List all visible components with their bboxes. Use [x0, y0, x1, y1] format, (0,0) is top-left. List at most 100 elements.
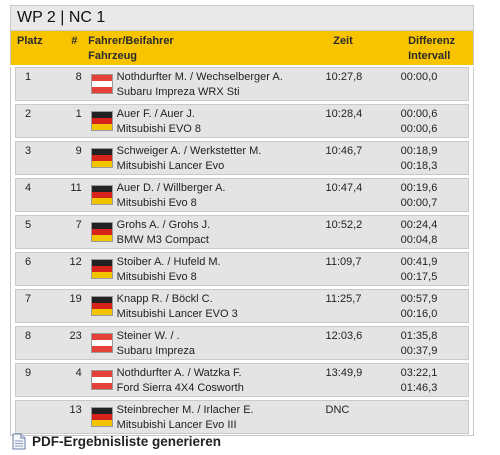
row-intervall: 00:37,9: [400, 345, 438, 357]
row-platz: 5: [25, 219, 32, 231]
row-intervall: 00:16,0: [400, 308, 438, 320]
de-flag-icon: [91, 111, 114, 131]
row-diff-cell: 00:57,9 00:16,0: [401, 290, 468, 322]
row-car: Mitsubishi Lancer Evo III: [116, 419, 237, 431]
row-diff-cell: 00:18,9 00:18,3: [401, 142, 468, 174]
row-nr: 7: [75, 219, 82, 231]
document-icon: [12, 433, 26, 450]
row-zeit: 10:47,4: [325, 182, 363, 194]
row-platz: 7: [25, 293, 32, 305]
row-platz: 9: [25, 367, 32, 379]
de-flag-icon: [91, 259, 114, 279]
row-zeit: 13:49,9: [325, 367, 363, 379]
row-diff-cell: 00:19,6 00:00,7: [401, 179, 468, 211]
row-zeit: 12:03,6: [325, 330, 363, 342]
row-differenz: 00:57,9: [400, 293, 438, 305]
row-car: BMW M3 Compact: [116, 234, 209, 246]
row-differenz: 00:19,6: [400, 182, 438, 194]
row-crew-cell: Nothdurfter M. / Wechselberger A. Subaru …: [117, 68, 326, 100]
at-flag-icon: [91, 333, 114, 353]
row-platz: 6: [25, 256, 32, 268]
row-zeit: 10:52,2: [325, 219, 363, 231]
row-flag-cell: [88, 142, 117, 174]
row-flag-cell: [88, 253, 117, 285]
row-intervall: 01:46,3: [400, 382, 438, 394]
header-zeit: Zeit: [333, 35, 353, 47]
table-row: 6 12 Stoiber A. / Hufeld M. Mitsubishi Evo …: [15, 252, 469, 286]
row-nr: 23: [69, 330, 82, 342]
header-platz: Platz: [17, 35, 43, 47]
row-crew: Nothdurfter M. / Wechselberger A.: [116, 71, 283, 83]
row-diff-cell: 01:35,8 00:37,9: [401, 327, 468, 359]
row-platz: 4: [25, 182, 32, 194]
row-differenz: 00:00,6: [400, 108, 438, 120]
row-diff-cell: 00:24,4 00:04,8: [401, 216, 468, 248]
row-nr: 11: [70, 182, 82, 194]
row-platz: [16, 401, 55, 433]
row-crew: Stoiber A. / Hufeld M.: [116, 256, 221, 268]
row-crew: Schweiger A. / Werkstetter M.: [116, 145, 262, 157]
table-row: 13 Steinbrecher M. / Irlacher E. Mitsubish…: [15, 400, 469, 434]
row-intervall: 00:17,5: [400, 271, 438, 283]
row-differenz: 00:00,0: [400, 71, 438, 83]
row-zeit: 11:25,7: [325, 293, 362, 305]
row-diff-cell: 00:41,9 00:17,5: [401, 253, 468, 285]
row-crew-cell: Stoiber A. / Hufeld M. Mitsubishi Evo 8: [117, 253, 326, 285]
table-row: 2 1 Auer F. / Auer J. Mitsubishi EVO 8 10:28…: [15, 104, 469, 138]
de-flag-icon: [91, 296, 114, 316]
de-flag-icon: [91, 222, 114, 242]
row-platz: 8: [25, 330, 32, 342]
row-zeit: 10:27,8: [325, 71, 363, 83]
table-row: 1 8 Nothdurfter M. / Wechselberger A. Subar…: [15, 67, 469, 101]
row-crew: Knapp R. / Böckl C.: [116, 293, 213, 305]
pdf-link-label: PDF-Ergebnisliste generieren: [32, 434, 222, 449]
table-row: 7 19 Knapp R. / Böckl C. Mitsubishi Lancer …: [15, 289, 469, 323]
row-crew-cell: Schweiger A. / Werkstetter M. Mitsubishi …: [117, 142, 326, 174]
results-table-body: 1 8 Nothdurfter M. / Wechselberger A. Subar…: [10, 67, 474, 436]
row-flag-cell: [88, 179, 117, 211]
row-car: Mitsubishi Lancer EVO 3: [116, 308, 238, 320]
row-car: Subaru Impreza: [116, 345, 195, 357]
pdf-generate-link[interactable]: PDF-Ergebnisliste generieren: [12, 433, 221, 450]
header-nr: #: [71, 35, 78, 47]
table-row: 8 23 Steiner W. / . Subaru Impreza 12:03,6 01…: [15, 326, 469, 360]
row-crew-cell: Knapp R. / Böckl C. Mitsubishi Lancer EVO…: [117, 290, 326, 322]
row-crew: Auer D. / Willberger A.: [116, 182, 226, 194]
row-differenz: 00:18,9: [400, 145, 438, 157]
row-differenz: 00:41,9: [400, 256, 438, 268]
row-crew: Grohs A. / Grohs J.: [116, 219, 211, 231]
table-row: 3 9 Schweiger A. / Werkstetter M. Mitsubish…: [15, 141, 469, 175]
table-row: 5 7 Grohs A. / Grohs J. BMW M3 Compact 10:52…: [15, 215, 469, 249]
results-panel: WP 2 | NC 1 Platz # Fahrer/Beifahrer Fah…: [10, 5, 474, 436]
row-intervall: 00:00,6: [400, 123, 438, 135]
table-row: 4 11 Auer D. / Willberger A. Mitsubishi Evo…: [15, 178, 469, 212]
row-differenz: 03:22,1: [400, 367, 438, 379]
row-flag-cell: [88, 216, 117, 248]
at-flag-icon: [91, 74, 114, 94]
row-car: Mitsubishi EVO 8: [116, 123, 202, 135]
row-zeit: DNC: [325, 404, 350, 416]
row-differenz: 00:24,4: [400, 219, 438, 231]
row-flag-cell: [88, 364, 117, 396]
row-diff-cell: [401, 401, 468, 433]
header-differenz: Differenz Intervall: [404, 31, 473, 65]
row-crew-cell: Nothdurfter A. / Watzka F. Ford Sierra 4X…: [117, 364, 326, 396]
stage-title: WP 2 | NC 1: [10, 5, 474, 31]
row-nr: 1: [75, 108, 82, 120]
row-zeit: 10:28,4: [325, 108, 363, 120]
row-nr: 12: [69, 256, 82, 268]
row-diff-cell: 00:00,0: [401, 68, 468, 100]
de-flag-icon: [91, 407, 114, 427]
header-fahrer-label: Fahrer/Beifahrer: [88, 35, 174, 47]
row-diff-cell: 00:00,6 00:00,6: [401, 105, 468, 137]
row-intervall: 00:04,8: [400, 234, 438, 246]
row-car: Mitsubishi Evo 8: [116, 197, 197, 209]
row-crew-cell: Auer D. / Willberger A. Mitsubishi Evo 8: [117, 179, 326, 211]
row-nr: 4: [75, 367, 82, 379]
row-crew: Steiner W. / .: [116, 330, 180, 342]
row-nr: 19: [69, 293, 82, 305]
row-car: Mitsubishi Evo 8: [116, 271, 197, 283]
row-car: Ford Sierra 4X4 Cosworth: [116, 382, 244, 394]
header-differenz-label: Differenz: [408, 35, 456, 47]
row-flag-cell: [88, 68, 117, 100]
